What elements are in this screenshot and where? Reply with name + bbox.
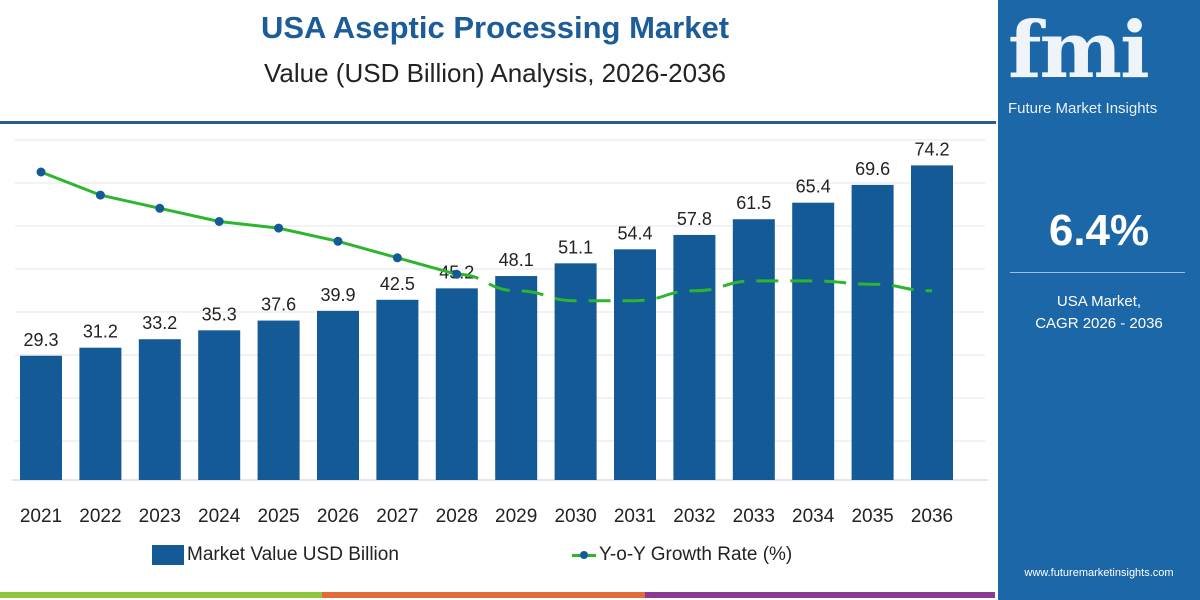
x-tick-2027: 2027 <box>376 506 418 527</box>
value-label-2029: 48.1 <box>499 250 534 270</box>
value-label-2023: 33.2 <box>142 313 177 333</box>
legend-line-swatch <box>572 550 596 559</box>
value-label-2034: 65.4 <box>796 177 831 197</box>
side-panel: fmi Future Market Insights 6.4% USA Mark… <box>998 0 1200 600</box>
logo-text: fmi <box>1008 5 1150 96</box>
panel-divider <box>1010 272 1185 273</box>
value-label-2035: 69.6 <box>855 159 890 179</box>
growth-marker-2026 <box>333 236 343 246</box>
bar-2028 <box>435 288 478 480</box>
chart-area: 29.3 2021 31.2 2022 33.2 2023 35.3 2024 37.6 2025… <box>12 139 988 527</box>
bar-2025 <box>257 320 300 480</box>
footer-strip-green <box>0 592 322 598</box>
panel-label-market: USA Market, <box>1056 293 1142 310</box>
x-tick-2022: 2022 <box>79 506 121 527</box>
legend-line-label: Y-o-Y Growth Rate (%) <box>599 544 793 565</box>
x-tick-2035: 2035 <box>851 506 893 527</box>
x-tick-2031: 2031 <box>614 506 656 527</box>
header-divider <box>0 121 996 124</box>
x-tick-2026: 2026 <box>317 506 359 527</box>
chart-title: USA Aseptic Processing Market <box>260 10 730 45</box>
bar-2026 <box>317 310 359 480</box>
x-tick-2033: 2033 <box>733 506 775 527</box>
growth-line-dashed <box>456 272 933 303</box>
value-label-2024: 35.3 <box>202 304 237 324</box>
bar-2035 <box>851 184 894 480</box>
growth-marker-2022 <box>95 190 105 200</box>
x-tick-2023: 2023 <box>139 506 181 527</box>
value-label-2026: 39.9 <box>320 285 355 305</box>
bar-2029 <box>495 276 538 480</box>
growth-marker-2025 <box>274 223 284 233</box>
value-label-2033: 61.5 <box>736 193 771 213</box>
legend-bar-swatch <box>152 545 184 565</box>
footer-strip-orange <box>322 592 645 598</box>
bar-2032 <box>673 234 716 480</box>
value-label-2022: 31.2 <box>83 322 118 342</box>
value-label-2031: 54.4 <box>617 223 652 243</box>
x-tick-2028: 2028 <box>436 506 478 527</box>
x-tick-2030: 2030 <box>554 506 596 527</box>
x-tick-2021: 2021 <box>20 506 62 527</box>
x-tick-2036: 2036 <box>911 506 953 527</box>
growth-marker-2028 <box>452 269 462 279</box>
chart-subtitle: Value (USD Billion) Analysis, 2026-2036 <box>264 58 726 88</box>
bar-2022 <box>79 347 122 480</box>
fmi-logo: fmi Future Market Insights <box>1008 4 1198 129</box>
growth-marker-2021 <box>36 167 46 177</box>
x-tick-2025: 2025 <box>257 506 299 527</box>
legend-line: Y-o-Y Growth Rate (%) <box>572 544 792 566</box>
x-tick-2024: 2024 <box>198 506 241 527</box>
cagr-value: 6.4% <box>1048 206 1150 255</box>
bar-2030 <box>554 263 597 480</box>
logo-subtitle: Future Market Insights <box>1008 100 1158 117</box>
website-url[interactable]: www.futuremarketinsights.com <box>1024 567 1174 579</box>
bar-2034 <box>792 202 835 481</box>
bar-2036 <box>911 165 953 480</box>
footer-strip-purple <box>645 592 995 598</box>
bar-2027 <box>376 299 419 480</box>
value-label-2036: 74.2 <box>914 139 949 159</box>
legend-bar-label: Market Value USD Billion <box>187 544 399 565</box>
value-label-2032: 57.8 <box>677 209 712 229</box>
value-label-2027: 42.5 <box>380 274 415 294</box>
x-tick-2029: 2029 <box>495 506 537 527</box>
bar-2024 <box>198 330 241 480</box>
bar-2023 <box>138 339 181 480</box>
bar-2031 <box>614 249 656 480</box>
value-label-2025: 37.6 <box>261 295 296 315</box>
x-tick-2032: 2032 <box>673 506 715 527</box>
value-label-2030: 51.1 <box>558 237 593 257</box>
legend-bar: Market Value USD Billion <box>152 544 399 566</box>
growth-marker-2024 <box>214 217 224 226</box>
value-label-2021: 29.3 <box>23 330 58 350</box>
growth-marker-2023 <box>155 203 165 213</box>
growth-line-solid <box>40 170 458 276</box>
growth-marker-2027 <box>392 253 402 263</box>
bar-2021 <box>20 355 62 480</box>
x-tick-2034: 2034 <box>792 506 835 527</box>
panel-label-cagr: CAGR 2026 - 2036 <box>1035 315 1163 332</box>
bar-2033 <box>732 219 775 481</box>
